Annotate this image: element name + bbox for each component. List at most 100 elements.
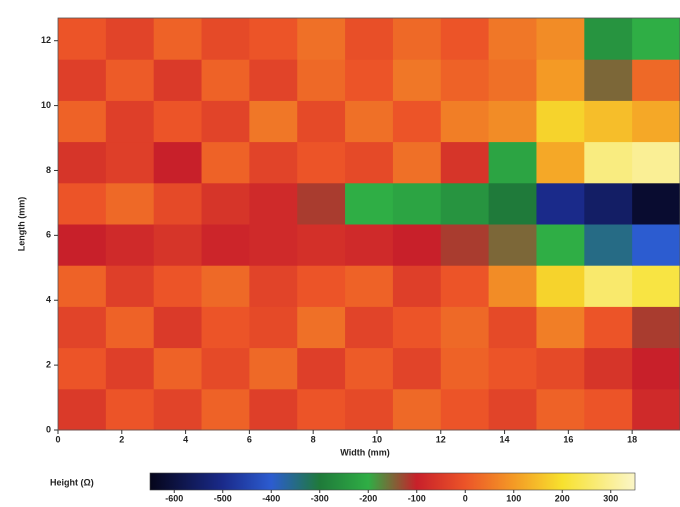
heatmap-cell [297, 265, 346, 307]
heatmap-cell [249, 59, 298, 101]
heatmap-cell [488, 182, 537, 225]
heatmap-cell [297, 100, 346, 143]
heatmap-cell [58, 347, 107, 390]
y-tick-label: 12 [41, 35, 51, 45]
heatmap-cell [201, 182, 250, 225]
heatmap-cell [632, 306, 680, 349]
heatmap-cell [488, 18, 537, 60]
heatmap-cell [632, 100, 680, 143]
heatmap-cell [249, 182, 298, 225]
heatmap-cell [488, 141, 537, 184]
y-tick-label: 6 [46, 230, 51, 240]
heatmap-cell [105, 18, 155, 60]
heatmap-cell [536, 182, 585, 225]
heatmap-cell [488, 224, 537, 266]
heatmap-cell [105, 59, 155, 101]
plot-frame [57, 17, 680, 431]
heatmap-cell [105, 388, 155, 431]
heatmap-cell [105, 141, 155, 184]
heatmap-cell [440, 224, 490, 266]
heatmap-cell [105, 347, 155, 390]
heatmap-cell [536, 141, 585, 184]
colorbar-tick-label: -500 [214, 493, 232, 503]
colorbar-tick-label: -600 [165, 493, 183, 503]
heatmap-cell [58, 18, 107, 60]
heatmap-cell [201, 388, 250, 431]
heatmap-cell [440, 18, 490, 60]
heatmap-cell [632, 347, 680, 390]
heatmap-cell [392, 347, 442, 390]
heatmap-cell [249, 388, 298, 431]
heatmap-cell [153, 224, 203, 266]
heatmap-cell [345, 100, 394, 143]
heatmap-cell [201, 347, 250, 390]
heatmap-cell [105, 224, 155, 266]
heatmap-cell [153, 18, 203, 60]
heatmap-cell [297, 141, 346, 184]
heatmap-cell [345, 306, 394, 349]
heatmap-cell [488, 347, 537, 390]
heatmap-cell [536, 347, 585, 390]
heatmap-cell [584, 18, 633, 60]
heatmap-cell [249, 306, 298, 349]
heatmap-cell [392, 265, 442, 307]
heatmap-cell [488, 388, 537, 431]
heatmap-cell [58, 100, 107, 143]
heatmap-cell [536, 100, 585, 143]
heatmap-cell [249, 18, 298, 60]
heatmap-cell [153, 347, 203, 390]
heatmap-cell [632, 224, 680, 266]
heatmap-cell [392, 182, 442, 225]
heatmap-cell [345, 388, 394, 431]
heatmap-cell [584, 306, 633, 349]
heatmap-cell [536, 18, 585, 60]
heatmap-cell [440, 265, 490, 307]
heatmap-cell [440, 182, 490, 225]
heatmap-cell [392, 100, 442, 143]
x-tick-label: 2 [119, 434, 124, 444]
colorbar-tick-label: -100 [408, 493, 426, 503]
heatmap-cell [249, 141, 298, 184]
heatmap-cell [440, 388, 490, 431]
heatmap-cell [297, 388, 346, 431]
colorbar-tick-label: 200 [555, 493, 570, 503]
x-tick-label: 0 [55, 434, 60, 444]
heatmap-cell [584, 182, 633, 225]
heatmap-cell [201, 306, 250, 349]
x-tick-label: 14 [500, 434, 510, 444]
colorbar-tick-label: -300 [311, 493, 329, 503]
heatmap-cell [488, 100, 537, 143]
heatmap-cell [584, 141, 633, 184]
heatmap-cell [488, 265, 537, 307]
y-tick-label: 2 [46, 359, 51, 369]
heatmap-cell [632, 141, 680, 184]
y-axis-label: Length (mm) [16, 197, 26, 252]
heatmap-cell [536, 224, 585, 266]
heatmap-cell [201, 59, 250, 101]
y-tick-label: 10 [41, 100, 51, 110]
heatmap-cell [632, 388, 680, 431]
y-tick-label: 4 [46, 295, 51, 305]
heatmap-cell [201, 18, 250, 60]
heatmap-cell [440, 100, 490, 143]
heatmap-cell [440, 141, 490, 184]
heatmap-cell [153, 306, 203, 349]
heatmap-cell [249, 224, 298, 266]
heatmap-cell [584, 224, 633, 266]
heatmap-cell [297, 224, 346, 266]
heatmap-cell [105, 100, 155, 143]
x-tick-label: 12 [436, 434, 446, 444]
heatmap-cell [632, 182, 680, 225]
y-tick-label: 0 [46, 424, 51, 434]
heatmap-cell [632, 265, 680, 307]
colorbar-tick-label: 100 [506, 493, 521, 503]
x-tick-label: 4 [183, 434, 188, 444]
heatmap-cell [153, 100, 203, 143]
x-axis-label: Width (mm) [340, 447, 389, 457]
heatmap-cell [632, 59, 680, 101]
heatmap-cell [105, 265, 155, 307]
heatmap-cell [345, 18, 394, 60]
heatmap-cell [297, 59, 346, 101]
heatmap-cell [392, 306, 442, 349]
